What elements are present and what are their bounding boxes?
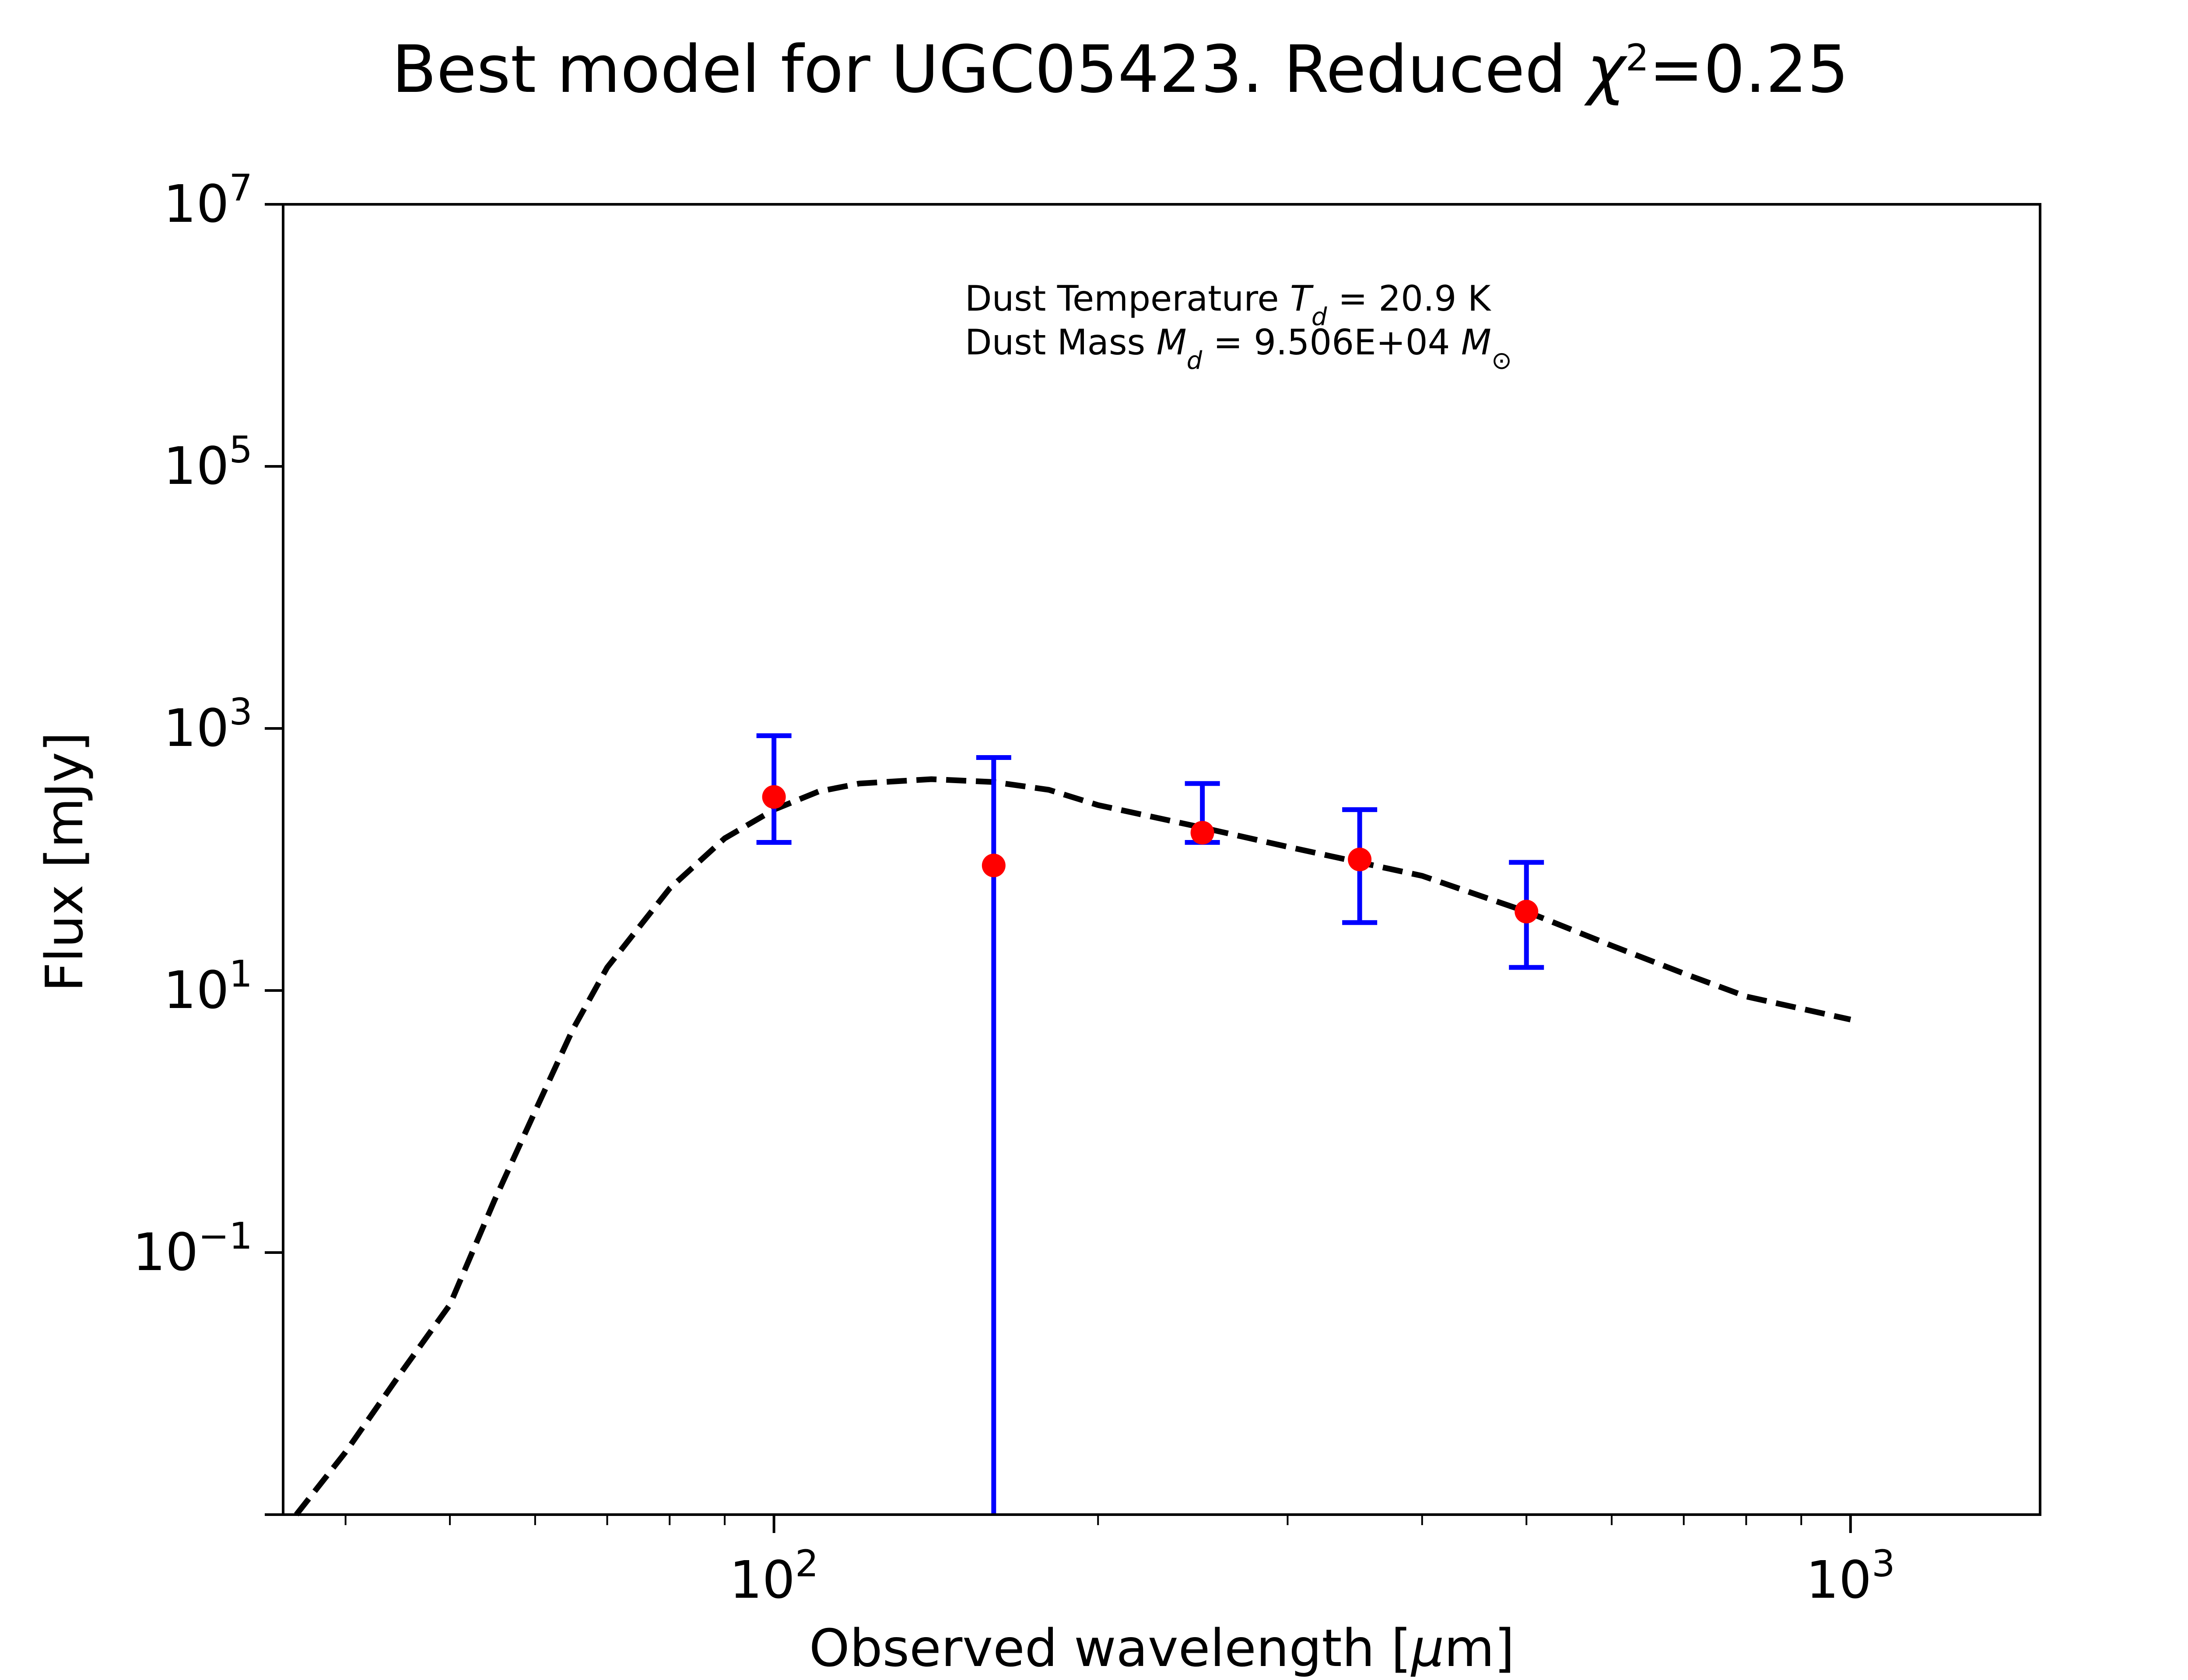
plot-frame xyxy=(282,203,2041,1516)
y-tick-label: 107 xyxy=(163,166,252,234)
data-point xyxy=(762,785,786,809)
x-tick-label: 102 xyxy=(729,1542,819,1610)
dust-mass-annotation: Dust Mass Md = 9.506E+04 M⊙ xyxy=(965,322,1512,375)
x-axis-label: Observed wavelength [μm] xyxy=(809,1618,1515,1678)
data-point xyxy=(1348,847,1372,872)
data-point xyxy=(1515,900,1539,924)
y-tick-label: 103 xyxy=(163,690,252,758)
model-curve-layer xyxy=(294,776,1851,1517)
data-point xyxy=(982,854,1006,878)
dust-temperature-annotation: Dust Temperature Td = 20.9 K xyxy=(965,278,1492,331)
chart-title: Best model for UGC05423. Reduced χ2=0.25 xyxy=(392,32,1848,108)
y-tick-label: 10−1 xyxy=(133,1214,252,1282)
x-tick-label: 103 xyxy=(1806,1542,1895,1610)
axis-ticks: 102 103 10−1 101 103 105 107 xyxy=(133,166,1895,1610)
y-axis-label: Flux [mJy] xyxy=(34,732,95,992)
data-point xyxy=(1190,821,1214,845)
y-tick-label: 101 xyxy=(163,952,252,1020)
y-tick-label: 105 xyxy=(163,428,252,496)
data-point-layer xyxy=(762,785,1539,924)
model-curve xyxy=(294,776,1851,1517)
